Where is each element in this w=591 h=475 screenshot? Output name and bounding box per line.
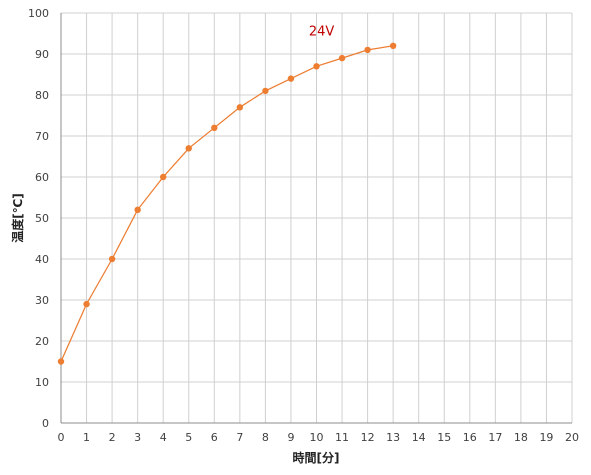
x-axis-title: 時間[分] bbox=[293, 450, 340, 465]
x-tick-label: 8 bbox=[262, 431, 269, 444]
data-point bbox=[287, 75, 295, 82]
y-tick-label: 70 bbox=[35, 130, 49, 143]
data-point bbox=[236, 104, 244, 111]
axes bbox=[60, 13, 572, 424]
x-tick-label: 1 bbox=[83, 431, 90, 444]
y-tick-label: 50 bbox=[35, 212, 49, 225]
series-layer: 24V bbox=[57, 25, 397, 365]
data-point bbox=[364, 46, 371, 54]
x-tick-label: 14 bbox=[412, 431, 426, 444]
x-tick-label: 15 bbox=[437, 431, 451, 444]
y-tick-label: 80 bbox=[35, 89, 49, 102]
x-tick-label: 6 bbox=[211, 431, 218, 444]
x-tick-label: 18 bbox=[514, 431, 528, 444]
y-tick-label: 90 bbox=[35, 48, 49, 61]
y-tick-label: 40 bbox=[35, 253, 49, 266]
x-tick-label: 11 bbox=[335, 431, 349, 444]
series-line bbox=[60, 45, 394, 362]
data-point bbox=[313, 63, 320, 70]
data-point bbox=[134, 206, 141, 213]
grid-lines bbox=[60, 12, 573, 424]
data-point bbox=[389, 42, 397, 49]
data-point bbox=[108, 255, 116, 263]
data-point bbox=[160, 173, 167, 181]
series-label: 24V bbox=[309, 25, 335, 40]
x-tick-label: 7 bbox=[236, 431, 243, 444]
x-tick-label: 19 bbox=[539, 431, 553, 444]
x-tick-label: 9 bbox=[287, 431, 294, 444]
y-axis-title: 温度[℃] bbox=[10, 193, 25, 243]
data-point bbox=[338, 54, 346, 62]
data-point bbox=[83, 300, 90, 308]
x-tick-label: 4 bbox=[160, 431, 167, 444]
x-tick-label: 10 bbox=[310, 431, 324, 444]
y-tick-labels: 0 10 20 30 40 50 60 70 80 90 100 bbox=[28, 7, 49, 430]
x-tick-labels: 0 1 2 3 4 5 6 7 8 9 10 11 12 13 14 15 16 17 18 19 20 bbox=[58, 431, 580, 444]
data-point bbox=[57, 358, 65, 365]
data-point bbox=[211, 124, 218, 131]
x-tick-label: 12 bbox=[361, 431, 375, 444]
x-tick-label: 13 bbox=[386, 431, 400, 444]
data-point bbox=[262, 87, 269, 95]
x-tick-label: 17 bbox=[488, 431, 502, 444]
y-tick-label: 10 bbox=[35, 376, 49, 389]
x-tick-label: 2 bbox=[109, 431, 116, 444]
x-tick-label: 5 bbox=[185, 431, 192, 444]
x-tick-label: 0 bbox=[58, 431, 65, 444]
x-tick-label: 16 bbox=[463, 431, 477, 444]
x-tick-label: 3 bbox=[134, 431, 141, 444]
x-tick-label: 20 bbox=[565, 431, 579, 444]
data-point bbox=[185, 145, 192, 152]
y-tick-label: 0 bbox=[42, 417, 49, 430]
y-tick-label: 20 bbox=[35, 335, 49, 348]
y-tick-label: 30 bbox=[35, 294, 49, 307]
y-tick-label: 100 bbox=[28, 7, 49, 20]
y-tick-label: 60 bbox=[35, 171, 49, 184]
